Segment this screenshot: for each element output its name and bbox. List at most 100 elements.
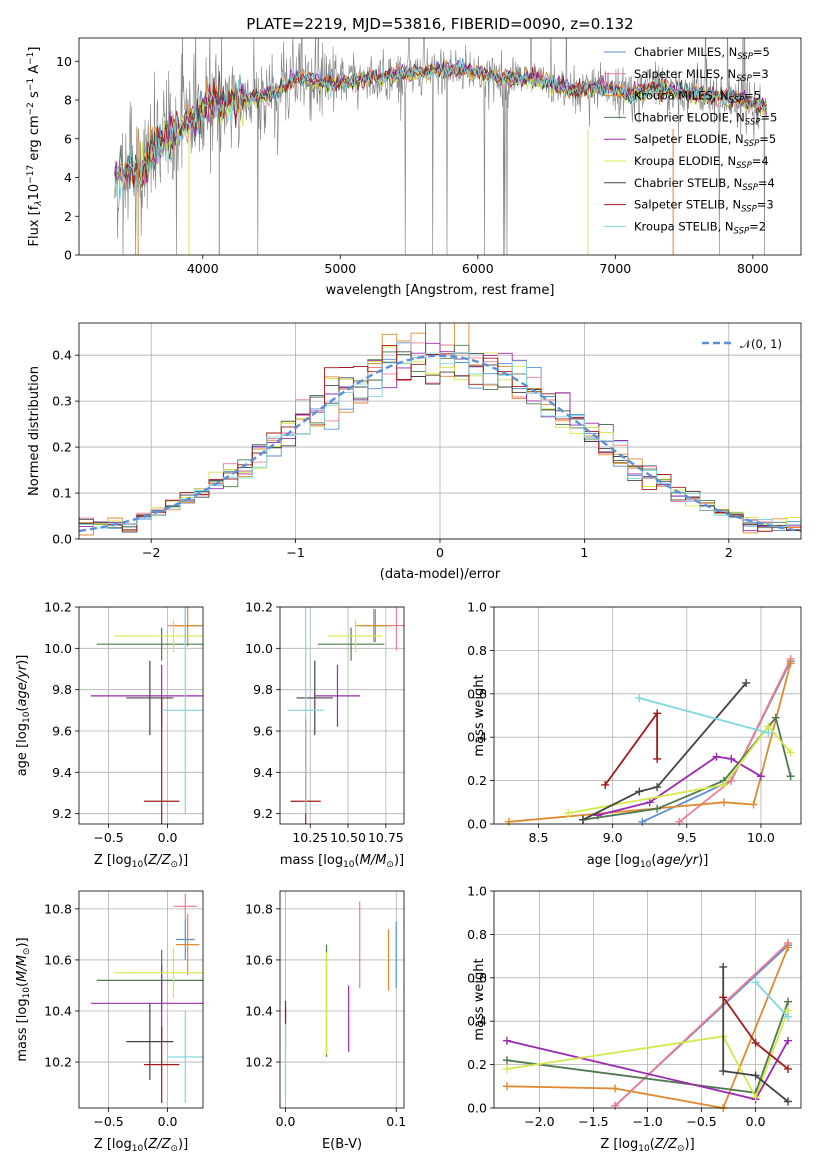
legend-sub: SSP bbox=[737, 52, 753, 62]
y-tick-label: 10.8 bbox=[245, 901, 273, 916]
y-tick-label: 0.2 bbox=[467, 1057, 487, 1072]
legend-entry: Chabrier MILES, NSSP=5 bbox=[634, 45, 770, 62]
label-part: )] bbox=[15, 937, 30, 947]
series-line bbox=[722, 967, 789, 1103]
y-tick-label: 10 bbox=[56, 54, 72, 69]
model-spectrum-line bbox=[114, 60, 767, 190]
y-axis-label: mass weight bbox=[472, 958, 487, 1040]
label-part: −1 bbox=[26, 78, 36, 91]
panel-weight-vs-age: 8.5 9.0 9.5 10.0 0.0 0.2 0.4 0.6 0.8 1.0 age [log1… bbox=[467, 600, 802, 870]
y-tick-label: 0.2 bbox=[467, 773, 487, 788]
legend-label: Chabrier ELODIE, N bbox=[634, 110, 745, 124]
data-point-marker bbox=[751, 978, 760, 987]
x-tick-label: 0.0 bbox=[746, 1114, 766, 1129]
x-tick-label: 5000 bbox=[324, 261, 356, 276]
axes-frame bbox=[78, 322, 802, 540]
y-tick-label: 6 bbox=[64, 131, 72, 146]
x-tick-label: 9.0 bbox=[603, 830, 623, 845]
label-part: )] bbox=[394, 853, 404, 868]
y-tick-label: 2 bbox=[64, 209, 72, 224]
y-tick-label: 10.6 bbox=[245, 952, 273, 967]
x-tick-label: 0.0 bbox=[158, 1114, 178, 1129]
label-part: )] bbox=[698, 853, 708, 868]
data-point-marker bbox=[502, 1056, 511, 1065]
data-point-marker bbox=[635, 694, 644, 703]
data-point-marker bbox=[749, 800, 758, 809]
axes-frame bbox=[78, 890, 204, 1109]
y-axis-label: Normed distribution bbox=[27, 366, 42, 496]
data-point-marker bbox=[771, 713, 780, 722]
label-part: 10 bbox=[22, 711, 32, 723]
label-part: Z/Z bbox=[147, 1137, 171, 1152]
data-point-marker bbox=[784, 943, 793, 952]
x-tick-label: −1.5 bbox=[578, 1114, 608, 1129]
y-tick-label: 0.3 bbox=[52, 394, 72, 409]
y-tick-label: 10.2 bbox=[245, 1055, 273, 1070]
series-line bbox=[568, 724, 792, 814]
data-point-marker bbox=[578, 815, 587, 824]
data-point-marker bbox=[764, 728, 773, 737]
x-tick-label: −2 bbox=[142, 545, 160, 560]
legend-eq: =4 bbox=[752, 154, 769, 168]
x-axis-label: mass [log10(M/M⊙)] bbox=[280, 853, 404, 870]
legend-entry: Kroupa ELODIE, NSSP=4 bbox=[634, 154, 769, 171]
data-point-marker bbox=[719, 798, 728, 807]
data-point-marker bbox=[786, 748, 795, 757]
label-part: ⊙ bbox=[386, 860, 394, 870]
y-tick-label: 0.6 bbox=[467, 686, 487, 701]
y-tick-label: 10.4 bbox=[245, 1003, 273, 1018]
y-tick-label: 10.2 bbox=[44, 1055, 72, 1070]
label-part: 10 bbox=[27, 184, 42, 201]
label-part: )] bbox=[178, 853, 188, 868]
axes-frame bbox=[279, 890, 405, 1109]
legend-entry: Salpeter STELIB, NSSP=3 bbox=[634, 198, 774, 215]
label-part: ( bbox=[651, 853, 656, 868]
y-tick-label: 0.0 bbox=[467, 817, 487, 832]
x-axis-label: E(B-V) bbox=[322, 1137, 362, 1152]
x-tick-label: −0.5 bbox=[93, 830, 123, 845]
data-point-marker bbox=[719, 780, 728, 789]
label-part: 10 bbox=[638, 1144, 650, 1154]
x-tick-label: 10.0 bbox=[747, 830, 775, 845]
axes-frame bbox=[78, 606, 204, 825]
x-tick-label: 0 bbox=[436, 545, 444, 560]
legend-sub: SSP bbox=[744, 139, 760, 149]
legend-label: Salpeter ELODIE, N bbox=[634, 132, 744, 146]
label-part: Z [log bbox=[94, 1137, 132, 1152]
label-part: wavelength [Angstrom, rest frame] bbox=[326, 283, 555, 298]
label-part: ] bbox=[27, 47, 42, 52]
label-part: λ bbox=[34, 200, 44, 206]
data-point-marker bbox=[653, 783, 662, 792]
x-tick-label: 1 bbox=[580, 545, 588, 560]
panel-mass-vs-Z: −0.5 0.010.210.410.610.8Z [log10(Z/Z⊙)]ma… bbox=[15, 890, 204, 1154]
series-line bbox=[582, 682, 747, 821]
x-tick-label: 0.0 bbox=[276, 1114, 296, 1129]
panel-spectrum: 4000 5000 6000 7000 8000 0 2 4 6 8 10 wavelength [A… bbox=[26, 37, 802, 298]
x-tick-label: 8.5 bbox=[529, 830, 549, 845]
x-axis-label: Z [log10(Z/Z⊙)] bbox=[94, 1137, 188, 1154]
label-part: Z [log bbox=[94, 853, 132, 868]
label-part: age [log bbox=[587, 853, 640, 868]
panel-mass-vs-ebv: 0.0 0.1 10.2 10.4 10.6 10.8 E(B-V) bbox=[245, 890, 406, 1152]
y-tick-label: 9.8 bbox=[52, 682, 72, 697]
label-part: age/yr bbox=[656, 853, 699, 868]
label-part: ⊙ bbox=[170, 860, 178, 870]
data-point-marker bbox=[719, 1067, 728, 1076]
label-part: ( bbox=[355, 853, 360, 868]
legend-eq: =5 bbox=[753, 45, 770, 59]
label-part: mass [log bbox=[280, 853, 343, 868]
x-axis-label: age [log10(age/yr)] bbox=[587, 853, 709, 870]
label-part: age/yr bbox=[15, 663, 30, 706]
label-part: ⊙ bbox=[22, 948, 32, 956]
label-part: Z [log bbox=[600, 1137, 638, 1152]
data-point-marker bbox=[727, 754, 736, 763]
x-tick-label: −1 bbox=[286, 545, 304, 560]
label-part: E(B-V) bbox=[322, 1137, 362, 1152]
label-part: Flux [f bbox=[27, 205, 42, 246]
y-tick-label: 0.6 bbox=[467, 970, 487, 985]
data-point-marker bbox=[611, 1084, 620, 1093]
x-tick-label: −2.0 bbox=[524, 1114, 554, 1129]
x-tick-label: −0.5 bbox=[93, 1114, 123, 1129]
label-part: ( bbox=[143, 853, 148, 868]
